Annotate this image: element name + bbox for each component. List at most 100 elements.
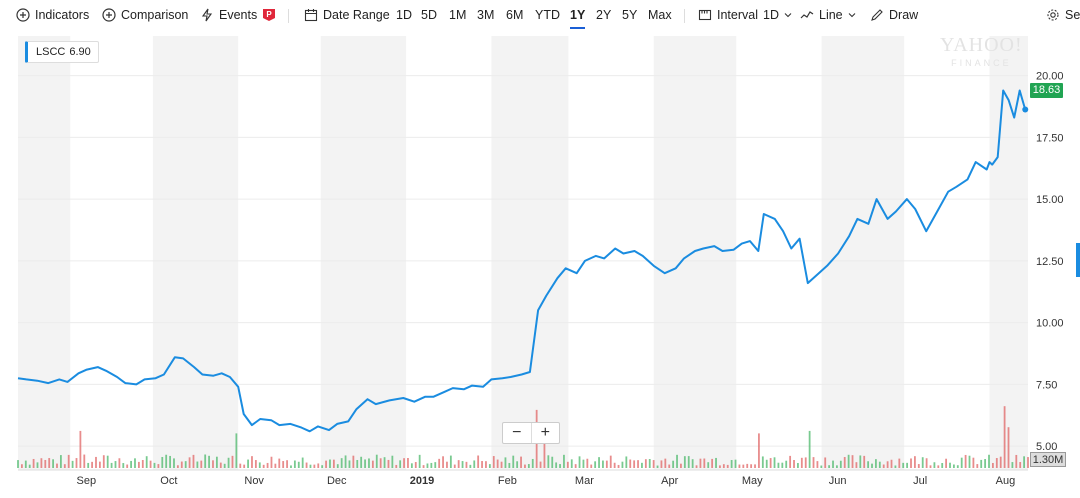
- volume-bar: [761, 456, 764, 468]
- volume-bar: [262, 464, 265, 468]
- volume-bar: [348, 460, 351, 468]
- volume-bar: [629, 459, 632, 468]
- volume-bar: [368, 458, 370, 468]
- volume-bar: [871, 463, 873, 468]
- volume-bar: [789, 455, 792, 468]
- chart-type-dropdown[interactable]: Line: [800, 8, 856, 22]
- indicators-button[interactable]: Indicators: [16, 8, 89, 22]
- chevron-down-icon: [784, 13, 792, 18]
- x-tick-label: Jul: [913, 475, 927, 487]
- x-tick-label: Aug: [996, 475, 1016, 487]
- volume-bar: [126, 464, 129, 468]
- volume-bar: [832, 460, 834, 468]
- volume-bar: [403, 458, 405, 468]
- volume-bar: [839, 460, 842, 468]
- volume-bar: [594, 461, 597, 468]
- volume-bar: [500, 461, 503, 468]
- settings-button[interactable]: Set: [1046, 8, 1080, 22]
- volume-bar: [680, 463, 682, 468]
- volume-bar: [637, 460, 639, 468]
- volume-bar: [204, 454, 207, 468]
- volume-bar: [180, 461, 183, 468]
- volume-bar: [882, 464, 885, 468]
- volume-bar: [477, 455, 480, 468]
- volume-bar: [711, 458, 714, 468]
- volume-bar: [134, 458, 136, 468]
- chart-type-label: Line: [819, 8, 843, 22]
- volume-bar: [742, 464, 745, 468]
- volume-bar: [644, 459, 647, 468]
- volume-bar: [754, 464, 756, 468]
- yahoo-finance-watermark: YAHOO! FINANCE: [940, 35, 1023, 72]
- volume-bar: [668, 464, 671, 468]
- range-ytd[interactable]: YTD: [535, 8, 560, 22]
- volume-bar: [551, 456, 554, 468]
- volume-bar: [808, 430, 811, 468]
- volume-bar: [122, 463, 125, 468]
- volume-bar: [995, 458, 998, 468]
- volume-bar: [722, 464, 725, 468]
- volume-bar: [520, 456, 522, 468]
- volume-bar: [297, 461, 300, 468]
- volume-bar: [730, 460, 733, 468]
- volume-bar: [836, 465, 838, 468]
- volume-bar: [894, 465, 897, 468]
- comparison-label: Comparison: [121, 8, 189, 22]
- volume-bar: [797, 463, 799, 468]
- volume-bar: [426, 463, 429, 468]
- volume-bar: [707, 462, 710, 468]
- y-tick-label: 12.50: [1036, 256, 1064, 268]
- volume-bar: [804, 457, 807, 468]
- range-2y[interactable]: 2Y: [596, 8, 612, 22]
- volume-bar: [676, 454, 678, 468]
- zoom-out-button[interactable]: −: [512, 424, 522, 441]
- volume-bar: [130, 460, 132, 468]
- range-6m[interactable]: 6M: [506, 8, 524, 22]
- range-3m[interactable]: 3M: [477, 8, 495, 22]
- volume-bar: [465, 461, 468, 468]
- date-range-button[interactable]: Date Range: [304, 8, 390, 22]
- x-tick-label: Oct: [160, 475, 177, 487]
- volume-bar: [313, 464, 316, 468]
- volume-bar: [750, 464, 753, 468]
- lightning-icon: [201, 8, 213, 22]
- volume-bar: [695, 465, 698, 468]
- range-5y[interactable]: 5Y: [622, 8, 638, 22]
- zoom-in-button[interactable]: +: [540, 424, 550, 441]
- volume-bar: [251, 456, 253, 468]
- volume-bar: [956, 465, 959, 468]
- comparison-button[interactable]: Comparison: [102, 8, 188, 22]
- volume-bar: [527, 464, 530, 468]
- range-max[interactable]: Max: [648, 8, 672, 22]
- volume-bar: [672, 460, 675, 468]
- range-1d[interactable]: 1D: [396, 8, 412, 22]
- volume-bar: [613, 462, 616, 468]
- draw-button[interactable]: Draw: [870, 8, 918, 22]
- events-button[interactable]: Events P: [200, 8, 276, 22]
- volume-bar: [137, 461, 140, 468]
- volume-bar: [953, 464, 955, 468]
- volume-bar: [1023, 456, 1026, 468]
- volume-bar: [98, 461, 101, 468]
- last-price-tag: 18.63: [1030, 83, 1063, 98]
- volume-bar: [290, 465, 292, 468]
- volume-bar: [176, 465, 179, 468]
- volume-bar: [145, 456, 148, 468]
- volume-bar: [352, 455, 355, 468]
- ticker-badge[interactable]: LSCC 6.90: [25, 41, 99, 63]
- panel-handle[interactable]: [1076, 243, 1080, 277]
- volume-bar: [1011, 462, 1014, 468]
- volume-bar: [984, 459, 987, 468]
- zoom-control: − +: [502, 422, 560, 444]
- interval-dropdown[interactable]: Interval 1D: [698, 8, 792, 22]
- volume-bar: [949, 462, 951, 468]
- volume-bar: [633, 460, 636, 468]
- range-5d[interactable]: 5D: [421, 8, 437, 22]
- range-1m[interactable]: 1M: [449, 8, 467, 22]
- volume-bar: [356, 459, 359, 468]
- volume-bar: [305, 462, 308, 468]
- range-1y[interactable]: 1Y: [570, 8, 586, 29]
- volume-bar: [793, 460, 795, 468]
- volume-bar: [738, 464, 741, 468]
